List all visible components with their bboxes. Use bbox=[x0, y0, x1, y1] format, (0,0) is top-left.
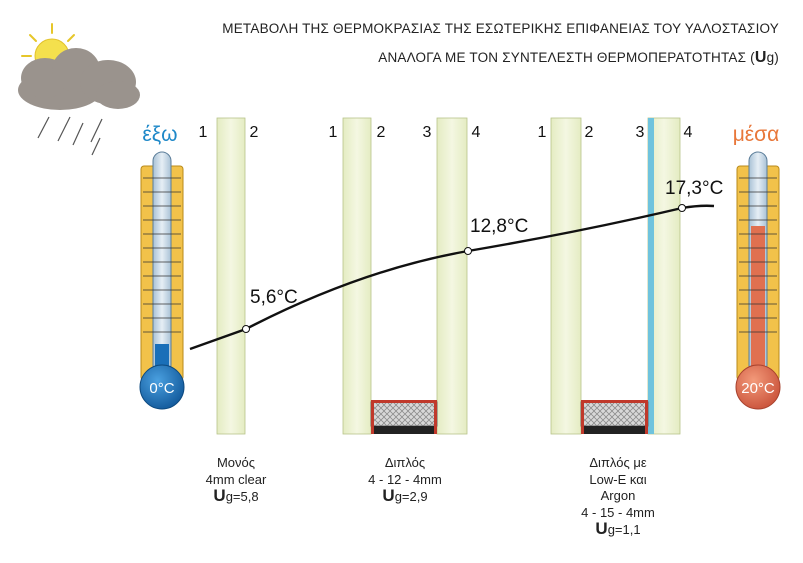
caption-line: Διπλός bbox=[384, 455, 426, 470]
u-symbol: U bbox=[213, 486, 226, 505]
caption-line: Διπλός με bbox=[589, 455, 647, 470]
surface-number: 3 bbox=[423, 124, 432, 141]
title-line-2: ΑΝΑΛΟΓΑ ΜΕ ΤΟΝ ΣΥΝΤΕΛΕΣΤΗ ΘΕΡΜΟΠΕΡΑΤΟΤΗΤ… bbox=[378, 49, 779, 67]
ug-value: Ug=5,8 bbox=[186, 486, 286, 506]
surface-number: 4 bbox=[684, 124, 693, 141]
rain-icon bbox=[37, 116, 103, 156]
outside-scale-ticks bbox=[143, 177, 181, 333]
surface-numbers: 1 2 1 2 3 4 1 2 3 4 bbox=[199, 124, 693, 141]
surface-number: 1 bbox=[199, 124, 208, 141]
surface-number: 3 bbox=[636, 124, 645, 141]
lowe-glazing bbox=[550, 117, 681, 435]
caption-line: 4 - 15 - 4mm bbox=[581, 504, 655, 520]
spacer-double bbox=[370, 400, 438, 434]
single-glazing bbox=[216, 117, 246, 435]
temp-point-lowe bbox=[678, 204, 686, 212]
surface-number: 2 bbox=[585, 124, 594, 141]
surface-number: 1 bbox=[538, 124, 547, 141]
temp-label-single: 5,6°C bbox=[250, 287, 298, 308]
cloud-icon bbox=[18, 48, 140, 110]
double-glazing bbox=[342, 117, 468, 435]
temperature-line bbox=[189, 204, 715, 351]
caption-line: 4mm clear bbox=[205, 471, 267, 487]
title-line-2-prefix: ΑΝΑΛΟΓΑ ΜΕ ΤΟΝ ΣΥΝΤΕΛΕΣΤΗ ΘΕΡΜΟΠΕΡΑΤΟΤΗΤ… bbox=[378, 50, 755, 65]
spacer-lowe bbox=[580, 400, 649, 434]
surface-number: 2 bbox=[250, 124, 259, 141]
surface-number: 1 bbox=[329, 124, 338, 141]
title-line-1: ΜΕΤΑΒΟΛΗ ΤΗΣ ΘΕΡΜΟΚΡΑΣΙΑΣ ΤΗΣ ΕΣΩΤΕΡΙΚΗΣ… bbox=[222, 21, 779, 36]
outside-label: έξω bbox=[142, 123, 177, 146]
surface-number: 2 bbox=[377, 124, 386, 141]
caption-line: 4 - 12 - 4mm bbox=[368, 471, 442, 487]
inside-scale-ticks bbox=[739, 177, 777, 333]
caption-line: Argon bbox=[600, 488, 636, 503]
temp-label-double: 12,8°C bbox=[470, 216, 528, 237]
temp-point-double bbox=[464, 247, 472, 255]
inside-label: μέσα bbox=[733, 123, 780, 146]
caption-double: Διπλός 4 - 12 - 4mm Ug=2,9 bbox=[345, 455, 465, 506]
ug-text: g=2,9 bbox=[394, 489, 428, 504]
inside-thermometer: 20°C bbox=[735, 151, 781, 410]
u-symbol: U bbox=[595, 519, 608, 538]
surface-number: 4 bbox=[472, 124, 481, 141]
outside-thermometer: 0°C bbox=[139, 151, 185, 410]
outside-temperature: 0°C bbox=[149, 380, 174, 397]
title-u-symbol: U bbox=[754, 49, 767, 66]
caption-single: Μονός 4mm clear Ug=5,8 bbox=[186, 455, 286, 506]
ug-text: g=5,8 bbox=[225, 489, 259, 504]
ug-value: Ug=1,1 bbox=[558, 519, 678, 539]
title-line-2-suffix: g) bbox=[766, 50, 779, 65]
temperature-profile: 5,6°C 12,8°C 17,3°C bbox=[189, 178, 723, 351]
inside-temperature: 20°C bbox=[741, 380, 775, 397]
caption-line: Low-E και bbox=[589, 471, 647, 487]
temp-point-single bbox=[242, 325, 250, 333]
temp-label-lowe: 17,3°C bbox=[665, 178, 723, 199]
caption-line: Μονός bbox=[216, 455, 256, 470]
caption-lowe: Διπλός με Low-E και Argon 4 - 15 - 4mm U… bbox=[558, 455, 678, 539]
u-symbol: U bbox=[382, 486, 395, 505]
lowe-coating bbox=[648, 118, 654, 434]
ug-text: g=1,1 bbox=[607, 522, 641, 537]
ug-value: Ug=2,9 bbox=[345, 486, 465, 506]
sun-cloud-rain-icon bbox=[18, 23, 140, 156]
